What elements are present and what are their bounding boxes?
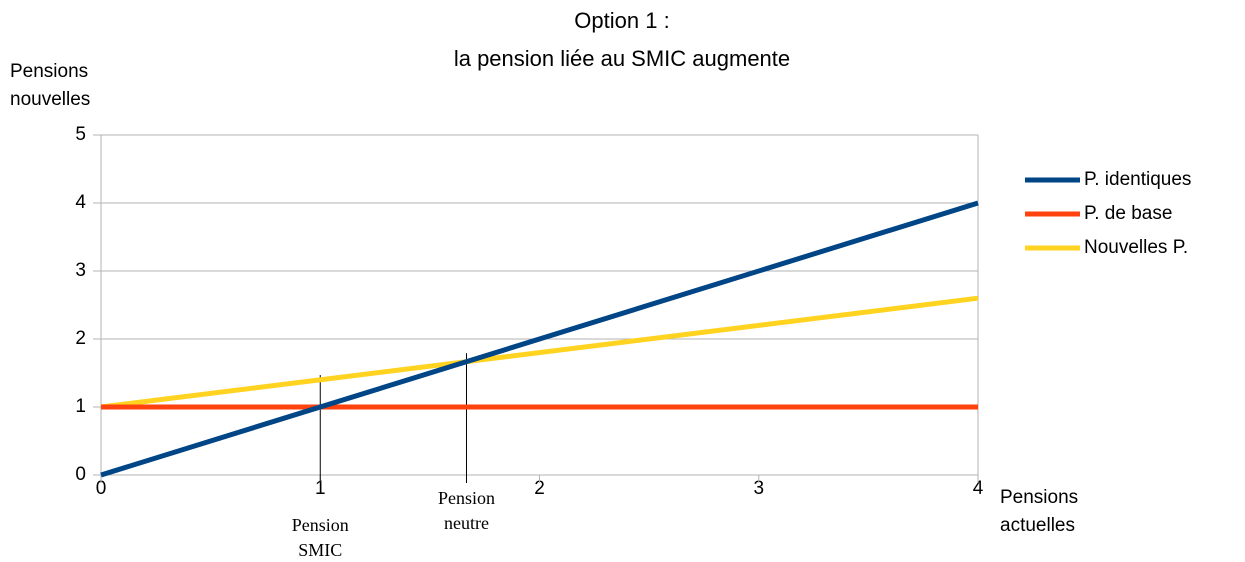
x-axis-label: actuelles xyxy=(1000,515,1075,536)
annotation-label: Pension xyxy=(438,488,495,508)
y-tick-label: 2 xyxy=(75,328,86,349)
series-line xyxy=(100,295,979,410)
annotation-label: Pension xyxy=(292,515,349,535)
x-tick-label: 2 xyxy=(534,478,545,499)
y-tick-label: 3 xyxy=(75,260,86,281)
x-tick-label: 1 xyxy=(315,478,326,499)
x-axis-label: Pensions xyxy=(1000,487,1078,508)
annotation-label: SMIC xyxy=(298,540,342,560)
x-tick-label: 3 xyxy=(753,478,764,499)
legend-label: Nouvelles P. xyxy=(1084,237,1188,258)
x-tick-label: 4 xyxy=(973,478,984,499)
y-tick-label: 4 xyxy=(75,192,86,213)
y-tick-label: 5 xyxy=(75,124,86,145)
legend-label: P. identiques xyxy=(1084,169,1191,190)
y-tick-label: 0 xyxy=(75,464,86,485)
x-tick-label: 0 xyxy=(96,478,107,499)
chart-title: Option 1 : xyxy=(574,8,669,33)
y-tick-label: 1 xyxy=(75,396,86,417)
annotation-label: neutre xyxy=(444,513,489,533)
series-line xyxy=(100,200,979,478)
y-axis-label: nouvelles xyxy=(10,89,90,110)
legend-label: P. de base xyxy=(1084,203,1172,224)
y-axis-label: Pensions xyxy=(10,61,88,82)
chart-title: la pension liée au SMIC augmente xyxy=(454,46,790,71)
